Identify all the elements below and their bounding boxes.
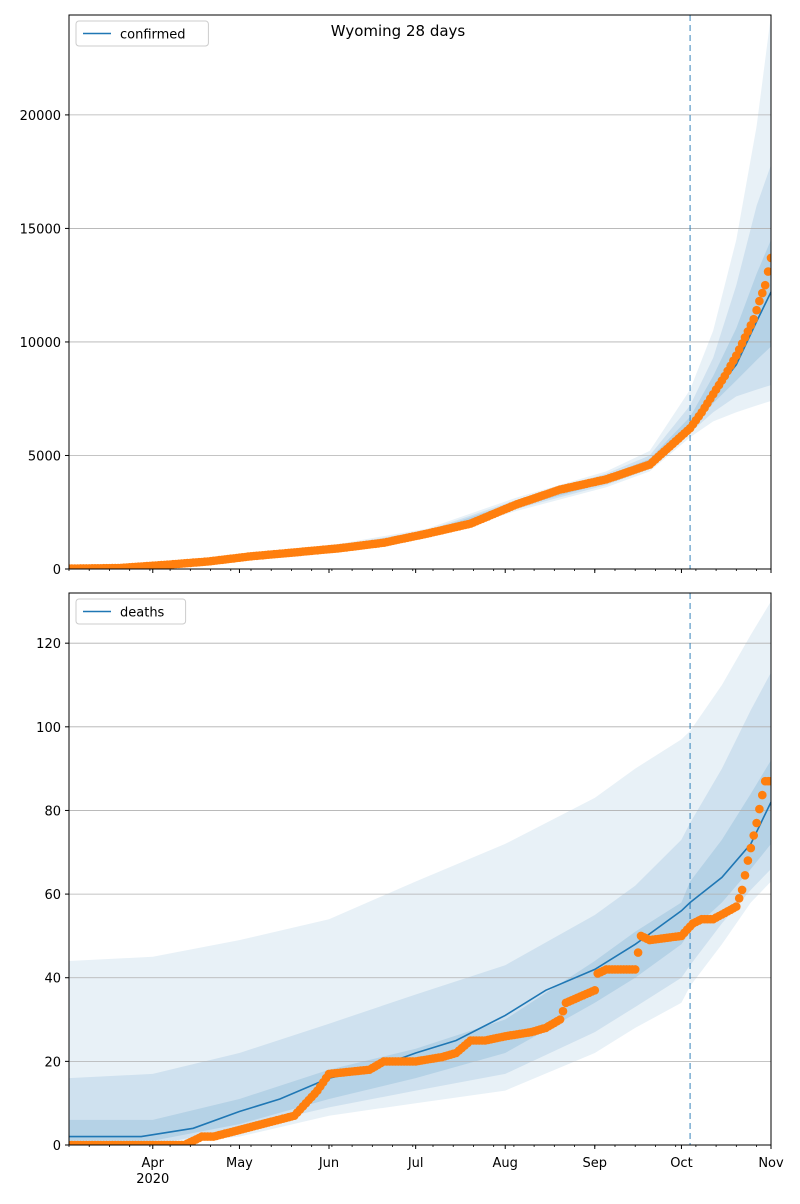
data-point [732, 902, 741, 911]
data-point [740, 871, 750, 880]
plot-area-2 [69, 593, 771, 1145]
x-tick-label: Sep [583, 1156, 608, 1171]
x-tick-label: Jun [318, 1156, 339, 1171]
x-tick-label: Apr [142, 1156, 165, 1171]
y-tick-label: 5000 [28, 449, 61, 464]
data-point [590, 986, 600, 995]
data-point [633, 948, 643, 957]
data-point [755, 804, 764, 814]
chart-title: Wyoming 28 days [331, 22, 466, 40]
y-tick-label: 10000 [20, 336, 61, 351]
axes-frame-1 [68, 14, 772, 570]
data-point [752, 305, 761, 315]
confidence-band [69, 239, 771, 569]
plot-area-1 [69, 15, 771, 569]
x-tick-label: Aug [493, 1156, 518, 1171]
legend-2: deaths [75, 598, 187, 625]
legend-box [75, 598, 187, 625]
data-point [752, 818, 761, 828]
x-tick-label: Oct [670, 1156, 692, 1171]
legend-1: confirmed [75, 20, 209, 47]
legend-label: deaths [120, 606, 165, 621]
confidence-band [69, 601, 771, 1145]
confidence-band [69, 15, 771, 569]
data-point [758, 288, 767, 298]
x-tick-label: Nov [758, 1156, 784, 1171]
data-point [749, 314, 758, 324]
y-tick-label: 0 [53, 1139, 61, 1154]
y-tick-label: 20 [44, 1055, 61, 1070]
data-point [760, 280, 770, 290]
y-tick-label: 120 [36, 637, 61, 652]
y-tick-label: 100 [36, 721, 61, 736]
data-point [558, 1006, 568, 1016]
legend-label: confirmed [120, 28, 186, 43]
x-tick-label: Jul [407, 1156, 424, 1171]
data-point [758, 790, 767, 800]
legend-box [75, 20, 209, 47]
data-point [755, 296, 764, 306]
y-tick-label: 60 [44, 888, 61, 903]
x-year-label: 2020 [136, 1172, 169, 1187]
data-point [763, 267, 771, 276]
y-tick-label: 80 [44, 804, 61, 819]
data-point [630, 965, 640, 974]
confidence-band [69, 164, 771, 569]
y-tick-label: 20000 [20, 109, 61, 124]
data-point [746, 843, 756, 853]
y-tick-label: 0 [53, 563, 61, 578]
data-point [766, 776, 771, 786]
data-point [734, 894, 744, 903]
confidence-band [69, 672, 771, 1145]
data-point [743, 856, 753, 865]
y-tick-label: 15000 [20, 222, 61, 237]
data-point [766, 253, 771, 263]
data-point [749, 831, 758, 840]
x-tick-label: May [226, 1156, 253, 1171]
data-point [555, 1015, 565, 1024]
data-point [737, 885, 747, 895]
y-tick-label: 40 [44, 972, 61, 987]
axes-frame-2 [68, 592, 772, 1146]
series-line-deaths [69, 801, 771, 1138]
